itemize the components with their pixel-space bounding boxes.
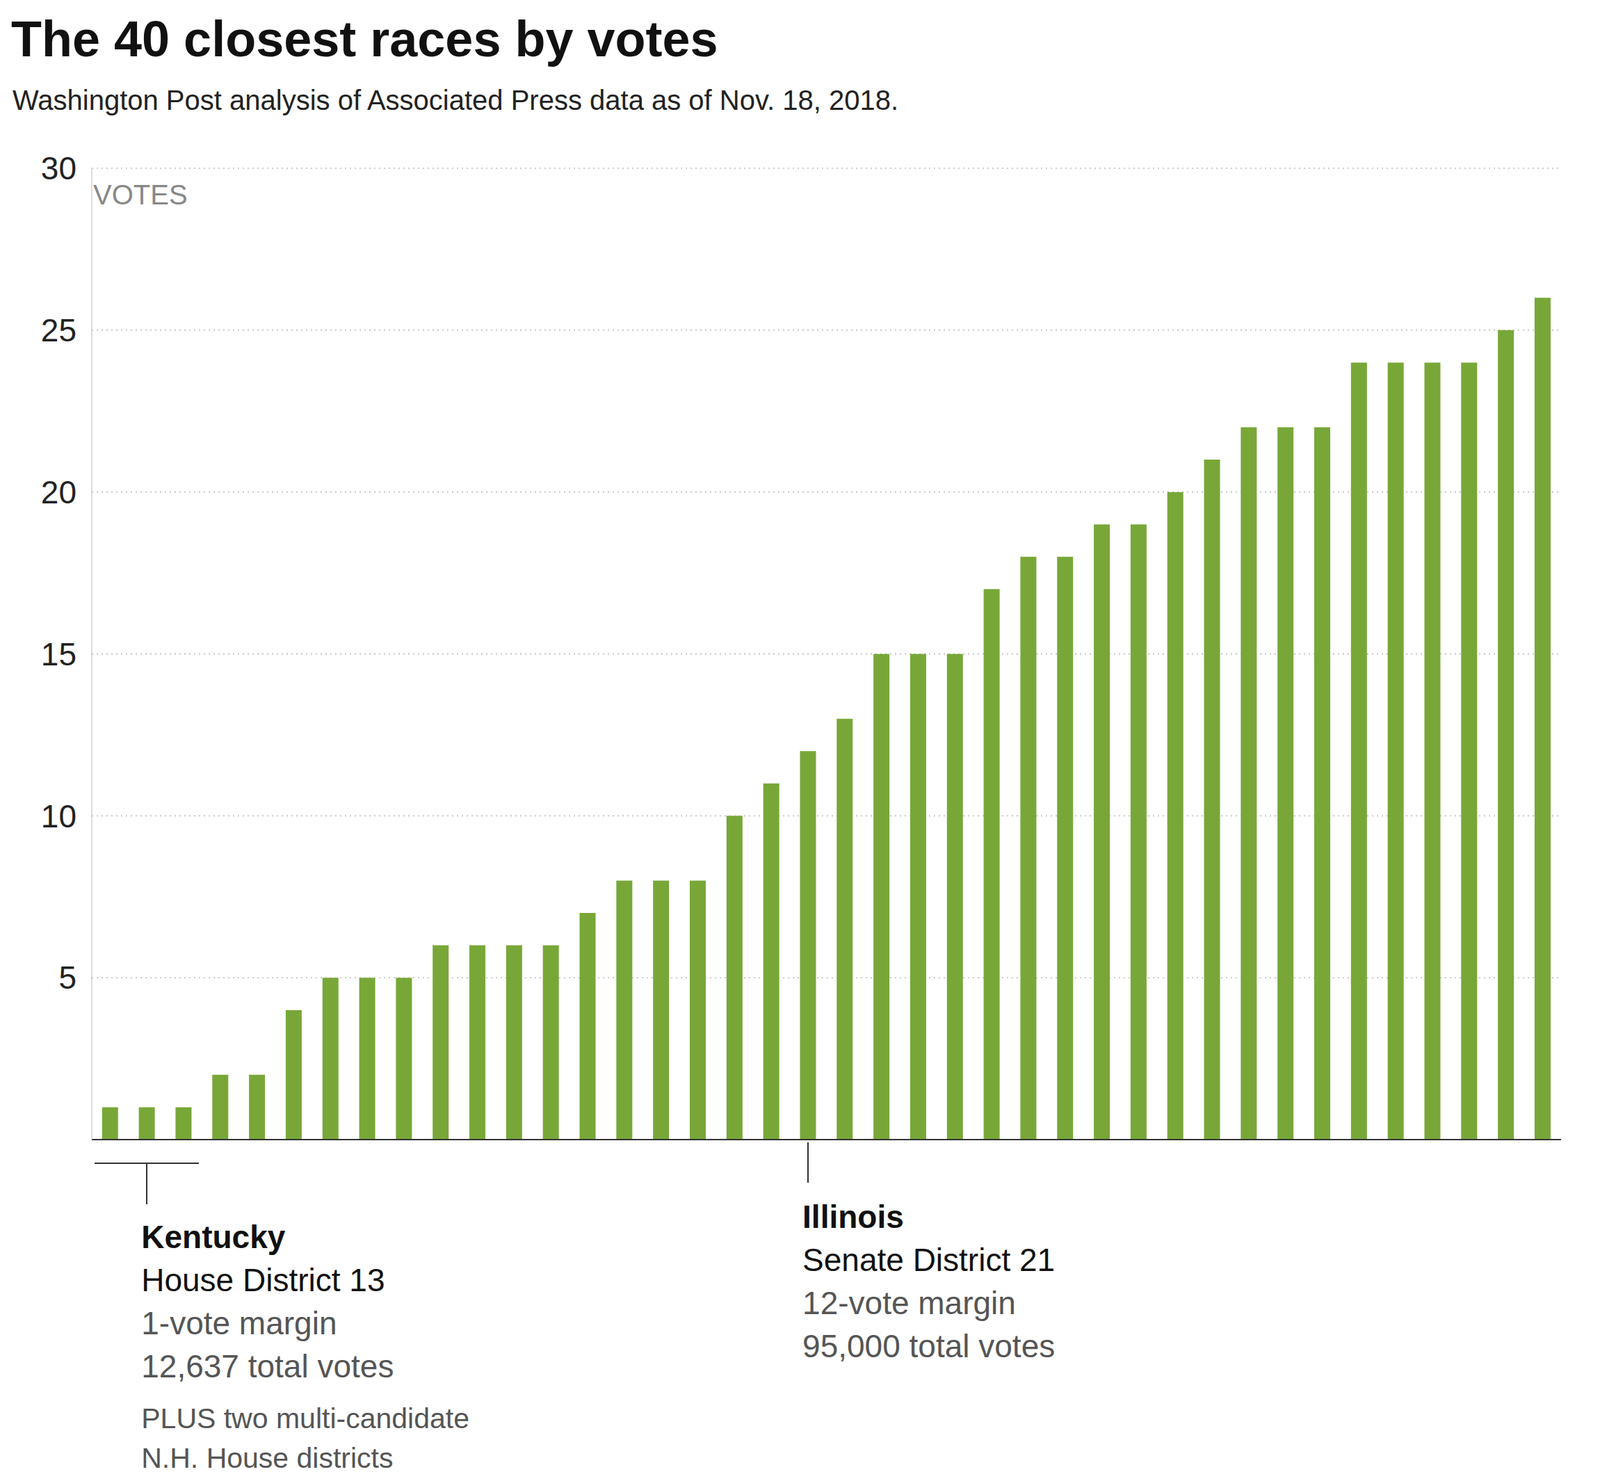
svg-text:10: 10 bbox=[41, 798, 77, 835]
html-text:Illinois: Illinois bbox=[802, 1198, 904, 1235]
html-text:Washington Post analysis of As: Washington Post analysis of Associated P… bbox=[12, 84, 899, 116]
svg-text:5: 5 bbox=[58, 959, 77, 996]
html-text:House District 13: House District 13 bbox=[141, 1262, 385, 1299]
html-text:PLUS two multi-candidate: PLUS two multi-candidate bbox=[141, 1402, 470, 1435]
svg-text:15: 15 bbox=[41, 636, 77, 673]
html-text:N.H. House districts: N.H. House districts bbox=[141, 1442, 394, 1475]
svg-text:25: 25 bbox=[41, 312, 77, 349]
html-text:The 40 closest races by votes: The 40 closest races by votes bbox=[11, 11, 718, 67]
html-text:Kentucky: Kentucky bbox=[141, 1218, 286, 1256]
html-text:95,000 total votes: 95,000 total votes bbox=[802, 1328, 1055, 1365]
html-text:12-vote margin: 12-vote margin bbox=[802, 1285, 1016, 1322]
svg-text:30: 30 bbox=[41, 150, 77, 187]
svg-text:20: 20 bbox=[41, 474, 77, 511]
html-text:1-vote margin: 1-vote margin bbox=[141, 1305, 337, 1342]
html-text:Senate District 21: Senate District 21 bbox=[802, 1241, 1055, 1279]
html-text:VOTES: VOTES bbox=[93, 179, 188, 210]
html-text:12,637 total votes: 12,637 total votes bbox=[141, 1348, 394, 1385]
